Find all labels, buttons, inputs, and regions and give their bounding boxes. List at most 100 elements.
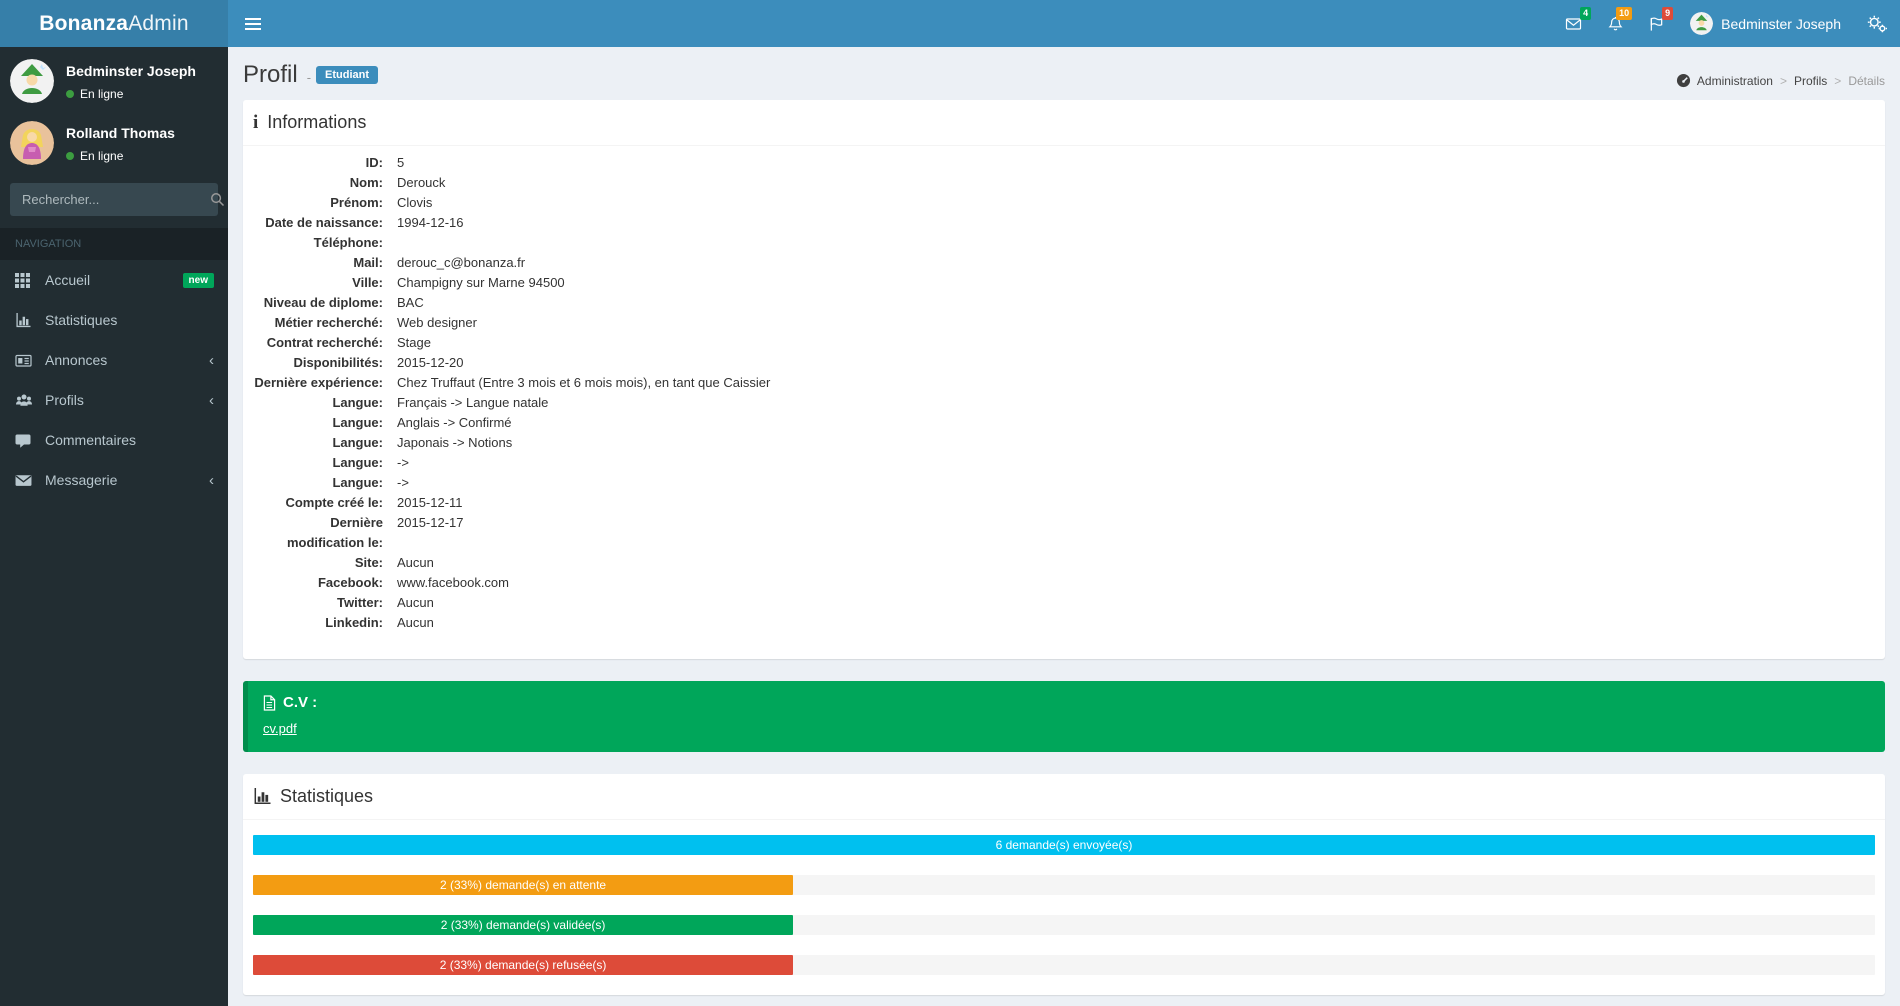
avatar (1690, 12, 1714, 35)
statistiques-title: Statistiques (280, 786, 374, 806)
info-row: Nom: Derouck (349, 175, 446, 190)
gears-icon (1867, 15, 1887, 33)
chevron-left-icon: ‹ (209, 391, 214, 409)
info-row: Compte créé le: 2015-12-11 (285, 495, 463, 510)
cv-pdf-link[interactable]: cv.pdf (263, 721, 297, 736)
envelope-icon (1565, 16, 1582, 32)
notifications-menu[interactable]: 10 (1595, 0, 1636, 47)
page-title: Profil (243, 61, 298, 88)
sidebar-item-label: Annonces (45, 352, 108, 368)
hamburger-icon (245, 15, 261, 33)
cv-callout: C.V : cv.pdf (243, 681, 1885, 752)
sidebar-item-commentaires[interactable]: Commentaires (0, 420, 228, 460)
content-header: Profil - Etudiant Administration > Profils… (243, 47, 1885, 100)
info-row: Mail: derouc_c@bonanza.fr (353, 255, 526, 270)
sidebar-user-name: Bedminster Joseph (66, 63, 196, 79)
informations-box: i Informations ID: 5 Nom: Derouck Prénom: C… (243, 100, 1885, 659)
title-separator: - (306, 70, 312, 85)
online-dot-icon (66, 90, 74, 98)
sidebar-item-label: Profils (45, 392, 84, 408)
statistiques-box: Statistiques 6 demande(s) envoyée(s) 2 (… (243, 774, 1885, 995)
sidebar-item-messagerie[interactable]: Messagerie ‹ (0, 460, 228, 500)
bar-chart-icon (253, 788, 271, 805)
sidebar-user-panel: Rolland Thomas En ligne (0, 109, 228, 171)
info-row: Contrat recherché: Stage (266, 335, 431, 350)
cv-title-row: C.V : (263, 694, 1870, 711)
breadcrumb: Administration > Profils > Détails (1676, 73, 1885, 88)
progress-bar-validees: 2 (33%) demande(s) validée(s) (253, 915, 794, 935)
sidebar-toggle-button[interactable] (228, 0, 278, 47)
chevron-left-icon: ‹ (209, 471, 214, 489)
sidebar-item-label: Statistiques (45, 312, 118, 328)
sidebar-item-label: Messagerie (45, 472, 118, 488)
sidebar-nav-header: NAVIGATION (0, 228, 228, 260)
sidebar-item-label: Commentaires (45, 432, 137, 448)
flags-badge: 9 (1662, 7, 1674, 20)
info-row: Disponibilités: 2015-12-20 (293, 355, 464, 370)
statistiques-box-body: 6 demande(s) envoyée(s) 2 (33%) demande(… (243, 820, 1885, 995)
progress-track: 2 (33%) demande(s) validée(s) (253, 915, 1875, 935)
status-badge: Etudiant (316, 66, 379, 84)
sidebar-item-accueil[interactable]: Accueil new (0, 260, 228, 300)
search-button[interactable] (198, 183, 237, 216)
info-row: Linkedin: Aucun (325, 615, 434, 630)
breadcrumb-separator: > (1779, 73, 1787, 88)
progress-track: 6 demande(s) envoyée(s) (253, 835, 1875, 855)
info-row: Twitter: Aucun (337, 595, 434, 610)
info-row: Date de naissance: 1994-12-16 (265, 215, 464, 230)
navbar-main: 4 10 9 (228, 0, 1900, 47)
flags-menu[interactable]: 9 (1636, 0, 1677, 47)
breadcrumb-link-administration[interactable]: Administration (1696, 73, 1773, 88)
avatar (10, 121, 54, 165)
sidebar-user-status[interactable]: En ligne (66, 87, 196, 101)
sidebar: Bedminster Joseph En ligne Rolland Thoma… (0, 47, 228, 1006)
info-row: Langue: Français -> Langue natale (332, 395, 549, 410)
bar-chart-icon (15, 312, 35, 328)
breadcrumb-link-profils[interactable]: Profils (1793, 73, 1828, 88)
info-row: Ville: Champigny sur Marne 94500 (352, 275, 565, 290)
messages-menu[interactable]: 4 (1552, 0, 1595, 47)
info-row: Site: Aucun (354, 555, 434, 570)
chevron-left-icon: ‹ (209, 351, 214, 369)
progress-bar-envoyees: 6 demande(s) envoyée(s) (253, 835, 1875, 855)
progress-bar-refusees: 2 (33%) demande(s) refusée(s) (253, 955, 794, 975)
info-list: ID: 5 Nom: Derouck Prénom: Clovis Date de n… (253, 153, 1875, 633)
info-row: Métier recherché: Web designer (274, 315, 477, 330)
breadcrumb-current: Détails (1848, 73, 1885, 88)
progress-bar-attente: 2 (33%) demande(s) en attente (253, 875, 794, 895)
sidebar-item-statistiques[interactable]: Statistiques (0, 300, 228, 340)
sidebar-user-status[interactable]: En ligne (66, 149, 175, 163)
sidebar-user-panel: Bedminster Joseph En ligne (0, 47, 228, 109)
envelope-icon (15, 473, 35, 488)
info-row: Langue: -> (332, 475, 409, 490)
cv-title: C.V : (283, 694, 318, 711)
info-icon: i (253, 112, 259, 133)
brand-light: Admin (128, 11, 189, 35)
informations-box-body: ID: 5 Nom: Derouck Prénom: Clovis Date de n… (243, 146, 1885, 659)
messages-badge: 4 (1580, 7, 1592, 20)
navbar-user-name: Bedminster Joseph (1721, 15, 1841, 32)
user-menu[interactable]: Bedminster Joseph (1677, 0, 1854, 47)
statistiques-box-header: Statistiques (243, 774, 1885, 820)
avatar (10, 59, 54, 103)
info-row: Langue: -> (332, 455, 409, 470)
online-dot-icon (66, 152, 74, 160)
sidebar-item-annonces[interactable]: Annonces ‹ (0, 340, 228, 380)
brand-logo[interactable]: Bonanza Admin (0, 0, 228, 47)
info-row: Prénom: Clovis (330, 195, 433, 210)
users-icon (15, 393, 35, 408)
informations-box-header: i Informations (243, 100, 1885, 146)
sidebar-item-profils[interactable]: Profils ‹ (0, 380, 228, 420)
progress-track: 2 (33%) demande(s) refusée(s) (253, 955, 1875, 975)
breadcrumb-separator: > (1834, 73, 1842, 88)
flag-icon (1649, 16, 1664, 32)
info-row: Dernière modification le: 2015-12-17 (286, 515, 464, 550)
settings-menu[interactable] (1854, 0, 1900, 47)
main-content: Profil - Etudiant Administration > Profils… (228, 47, 1900, 995)
new-badge: new (182, 272, 214, 288)
dashboard-icon (1676, 73, 1691, 88)
search-input[interactable] (10, 183, 198, 216)
info-row: Niveau de diplome: BAC (263, 295, 424, 310)
newspaper-icon (15, 353, 35, 368)
info-row: Téléphone: (313, 235, 383, 250)
